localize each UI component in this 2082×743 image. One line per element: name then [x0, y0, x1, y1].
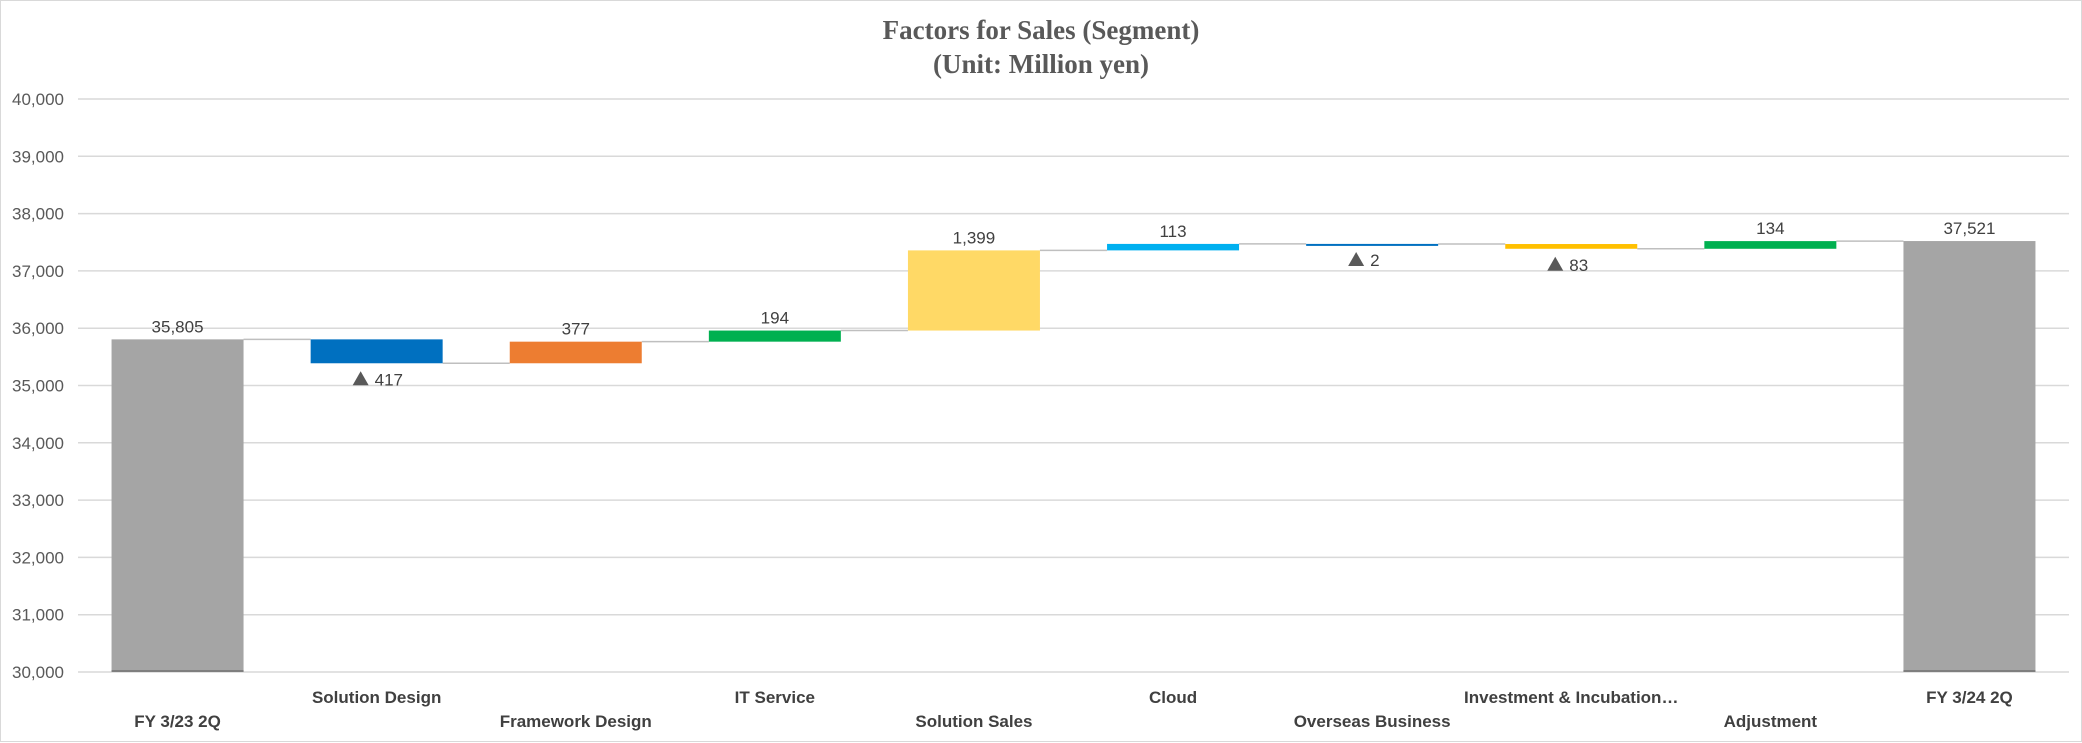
category-label: Solution Design	[312, 688, 441, 707]
category-label: Cloud	[1149, 688, 1197, 707]
data-label: 35,805	[152, 317, 204, 336]
decrease-bar	[310, 339, 443, 364]
data-label: 194	[761, 309, 789, 328]
data-label: 2	[1370, 251, 1379, 270]
negative-triangle-icon	[352, 371, 369, 386]
negative-triangle-icon	[1348, 252, 1365, 267]
y-tick-label: 40,000	[12, 90, 64, 109]
category-label: FY 3/24 2Q	[1926, 688, 2013, 707]
increase-bar	[509, 341, 642, 364]
total-bar	[1903, 241, 2036, 673]
data-label: 417	[375, 370, 403, 389]
data-labels: 35,805 417 377 194 1,399 113 2 83 134 37,521	[152, 219, 1996, 389]
y-tick-label: 35,000	[12, 377, 64, 396]
increase-bar	[708, 330, 841, 342]
y-tick-label: 32,000	[12, 548, 64, 567]
y-tick-label: 33,000	[12, 491, 64, 510]
decrease-bar	[1505, 244, 1638, 249]
data-label: 113	[1159, 222, 1186, 241]
total-bar	[111, 339, 244, 672]
data-label: 37,521	[1943, 219, 1995, 238]
increase-bar	[1107, 243, 1240, 251]
chart-subtitle: (Unit: Million yen)	[933, 49, 1149, 79]
gridlines	[78, 98, 2069, 673]
y-axis-ticks: 30,000 31,000 32,000 33,000 34,000 35,000 36,0…	[12, 90, 64, 682]
connector-lines	[243, 240, 1904, 365]
y-tick-label: 31,000	[12, 606, 64, 625]
y-tick-label: 30,000	[12, 663, 64, 682]
y-tick-label: 34,000	[12, 434, 64, 453]
y-tick-label: 37,000	[12, 262, 64, 281]
increase-bar	[907, 250, 1040, 331]
category-label: Framework Design	[500, 712, 652, 731]
chart-title: Factors for Sales (Segment)	[883, 15, 1200, 45]
y-tick-label: 38,000	[12, 205, 64, 224]
increase-bar	[1704, 241, 1837, 249]
data-label: 377	[562, 320, 590, 339]
data-label: 1,399	[953, 228, 996, 247]
category-label: Solution Sales	[915, 712, 1032, 731]
bars	[111, 241, 2036, 673]
data-label: 134	[1756, 219, 1784, 238]
category-label: FY 3/23 2Q	[134, 712, 221, 731]
x-axis-categories: FY 3/23 2Q Solution Design Framework Desig…	[134, 688, 2013, 731]
category-label: Adjustment	[1724, 712, 1818, 731]
category-label: Overseas Business	[1294, 712, 1451, 731]
data-label: 83	[1569, 256, 1588, 275]
category-label: Investment & Incubation…	[1464, 688, 1678, 707]
decrease-bar	[1306, 243, 1439, 246]
y-tick-label: 36,000	[12, 319, 64, 338]
y-tick-label: 39,000	[12, 147, 64, 166]
negative-triangle-icon	[1547, 256, 1564, 271]
category-label: IT Service	[735, 688, 815, 707]
